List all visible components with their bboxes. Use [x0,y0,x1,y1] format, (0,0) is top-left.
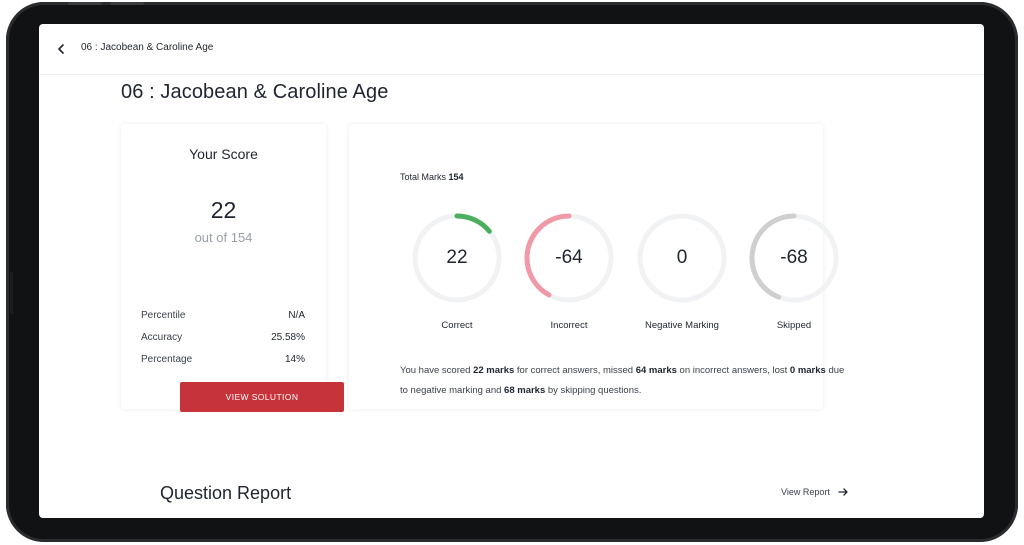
ring-value: -64 [555,247,583,268]
score-card [121,124,326,409]
question-report-title: Question Report [160,483,292,503]
total-marks-label: Total Marks [400,172,447,182]
ring-arc [412,213,502,303]
ring-label: Skipped [776,320,812,331]
ring-value: -68 [780,247,808,268]
marks-summary: You have scored 22 marks for correct ans… [400,361,852,401]
score-out-of: out of 154 [194,230,253,245]
score-value: 22 [210,197,237,223]
total-marks: Total Marks 154 [400,172,464,182]
device-button [110,2,144,5]
arrow-right-icon [838,488,848,496]
view-solution-button[interactable]: VIEW SOLUTION [180,382,344,412]
total-marks-value: 154 [448,172,464,182]
stat-label: Percentile [141,310,186,321]
top-bar: 06 : Jacobean & Caroline Age [39,24,984,75]
marks-card [349,124,823,409]
summary-bold: 22 marks [473,365,515,376]
summary-bold: 0 marks [789,365,826,376]
ring-negative-marking: 0 [636,212,728,304]
header-title: 06 : Jacobean & Caroline Age [81,42,214,53]
summary-text: for correct answers, missed [514,365,636,376]
ring-track [637,213,727,303]
stat-label: Accuracy [141,332,183,343]
chevron-left-icon[interactable] [55,42,67,56]
ring-label: Incorrect [550,320,588,331]
view-report-label: View Report [781,487,830,497]
summary-text: due to negative marking and [400,365,845,396]
summary-bold: 68 marks [504,385,546,396]
view-report-link[interactable]: View Report [781,487,849,497]
ring-correct: 22 [411,212,503,304]
device-side-button [10,272,13,314]
ring-arc [749,213,839,303]
ring-arc [524,213,614,303]
ring-label: Correct [441,320,473,331]
summary-bold: 64 marks [635,365,677,376]
device-button [68,2,102,5]
score-title: Your Score [189,146,258,162]
summary-text: on incorrect answers, lost [676,365,790,376]
ring-incorrect: -64 [523,212,615,304]
stat-label: Percentage [141,354,193,365]
ring-value: 0 [676,247,688,268]
ring-skipped: -68 [748,212,840,304]
ring-value: 22 [446,247,468,268]
stat-value: 25.58% [271,332,305,343]
summary-text: by skipping questions. [545,385,642,396]
page-title: 06 : Jacobean & Caroline Age [121,81,389,103]
summary-text: You have scored [400,365,474,376]
stat-value: N/A [288,310,305,321]
stat-value: 14% [284,354,305,365]
ring-label: Negative Marking [645,320,719,331]
